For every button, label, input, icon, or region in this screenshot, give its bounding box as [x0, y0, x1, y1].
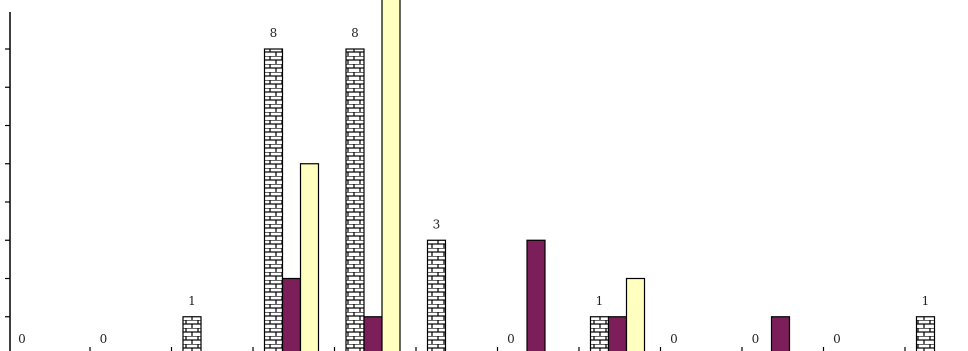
bar-s1-c5 [345, 48, 365, 351]
bar-s2-c7 [526, 239, 546, 351]
data-label-c7: 0 [507, 332, 515, 346]
data-label-group: 0 0 1 8 8 3 0 1 0 0 0 1 [18, 26, 929, 346]
bar-s1-c3 [182, 316, 202, 351]
bar-s1-c6 [426, 239, 447, 351]
bar-s1-c8 [589, 316, 610, 351]
data-label-c10: 0 [752, 332, 760, 346]
bar-s3-c5 [381, 0, 401, 351]
bar-s1-c4 [263, 48, 284, 351]
data-label-c3: 1 [188, 294, 196, 308]
bar-s2-c10 [770, 316, 791, 351]
data-label-c12: 1 [922, 294, 930, 308]
bar-s1-c12 [915, 316, 936, 351]
data-label-c9: 0 [670, 332, 678, 346]
bar-s3-c4 [299, 163, 320, 351]
y-axis [5, 12, 906, 351]
data-label-c8: 1 [596, 294, 604, 308]
bar-series-group [182, 0, 936, 351]
bar-s2-c8 [607, 316, 628, 351]
data-label-c5: 8 [351, 26, 359, 40]
data-label-c6: 3 [433, 217, 441, 231]
data-label-c2: 0 [100, 332, 108, 346]
data-label-c1: 0 [18, 332, 26, 346]
bar-s2-c4 [281, 277, 302, 351]
data-label-c11: 0 [833, 332, 841, 346]
bar-s3-c8 [625, 277, 646, 351]
data-label-c4: 8 [270, 26, 278, 40]
bar-s2-c5 [363, 316, 383, 351]
